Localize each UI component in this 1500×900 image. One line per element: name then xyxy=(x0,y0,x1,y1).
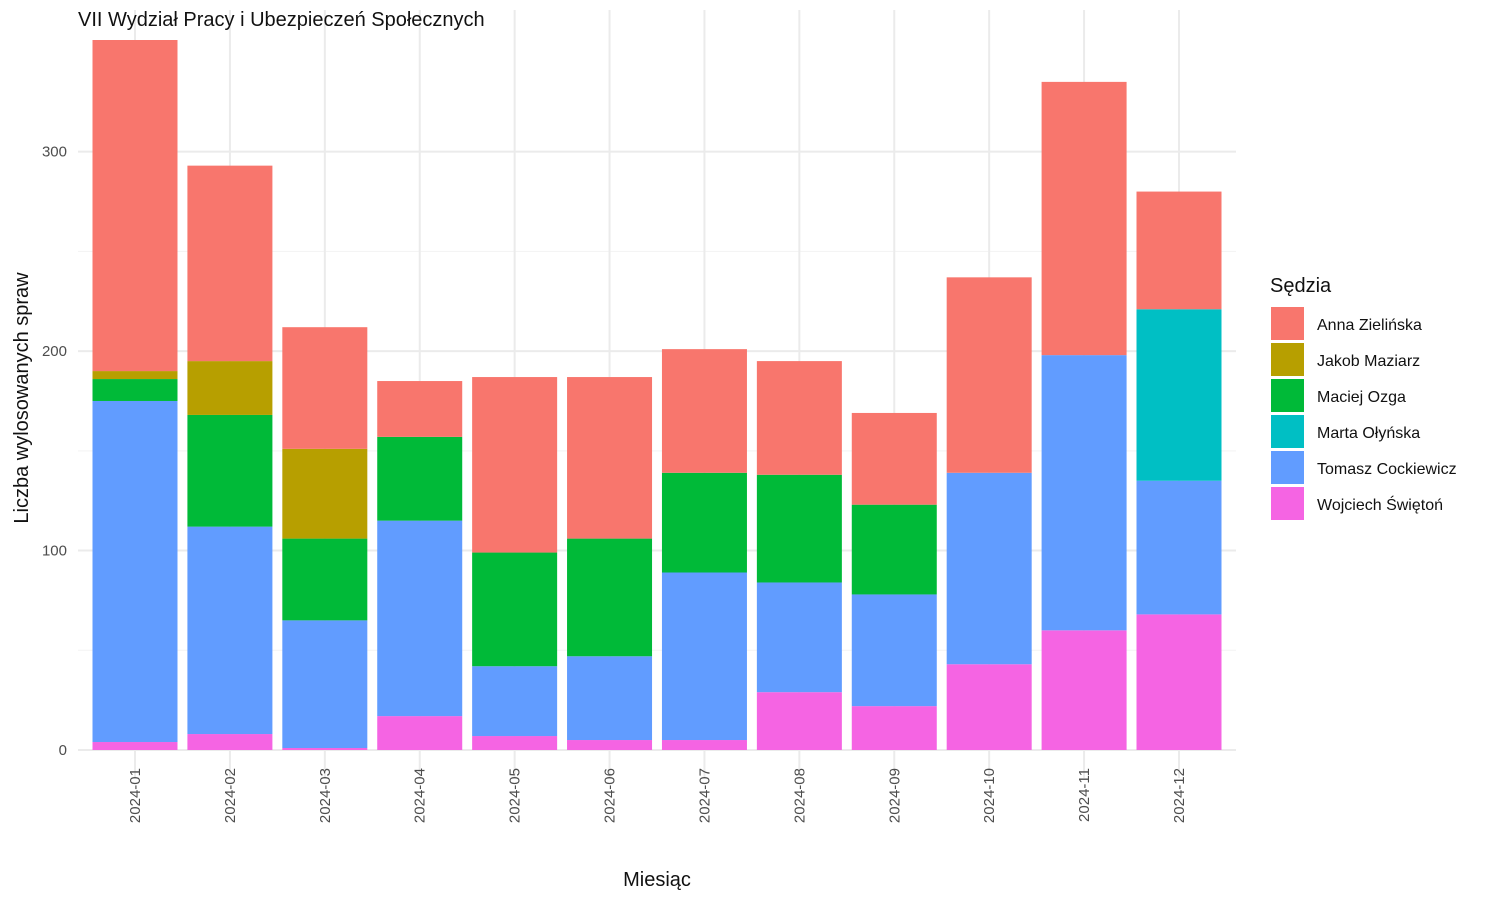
bar-segment xyxy=(851,706,937,750)
bar-segment xyxy=(661,572,747,741)
bars xyxy=(92,40,1222,750)
x-tick-label: 2024-04 xyxy=(412,768,429,823)
chart-title: VII Wydział Pracy i Ubezpieczeń Społeczn… xyxy=(78,9,485,31)
bar-segment xyxy=(1041,81,1127,356)
x-tick-label: 2024-09 xyxy=(886,768,903,823)
x-tick-label: 2024-05 xyxy=(507,768,524,823)
bar-segment xyxy=(377,716,463,750)
x-tick-label: 2024-06 xyxy=(602,768,619,823)
bar-segment xyxy=(1136,309,1222,481)
legend-items: Anna Zielińska Jakob Maziarz Maciej Ozga Ma… xyxy=(1271,307,1457,520)
bar-segment xyxy=(187,361,273,415)
bar-segment xyxy=(851,504,937,595)
bar-segment xyxy=(946,664,1032,750)
bar-segment xyxy=(661,740,747,750)
bar-segment xyxy=(756,361,842,475)
x-tick-label: 2024-03 xyxy=(317,768,334,823)
bar-segment xyxy=(567,656,653,741)
y-tick-label: 300 xyxy=(42,144,67,161)
bar-segment xyxy=(472,736,558,750)
bar-segment xyxy=(92,40,178,372)
legend-swatch xyxy=(1271,307,1304,340)
bar-segment xyxy=(377,436,463,521)
y-tick-label: 200 xyxy=(42,343,67,360)
bar-segment xyxy=(567,740,653,750)
bar-segment xyxy=(187,165,273,362)
bar-segment xyxy=(1041,630,1127,750)
legend-label: Wojciech Świętoń xyxy=(1317,495,1443,514)
bar-segment xyxy=(1041,355,1127,631)
bar-segment xyxy=(92,379,178,401)
bar-segment xyxy=(187,734,273,750)
bar-segment xyxy=(187,526,273,735)
bar-segment xyxy=(946,472,1032,665)
x-tick-label: 2024-10 xyxy=(981,768,998,823)
y-tick-label: 0 xyxy=(59,742,67,759)
bar-segment xyxy=(851,594,937,707)
legend-label: Marta Ołyńska xyxy=(1317,425,1420,442)
bar-segment xyxy=(756,474,842,583)
bar-segment xyxy=(1136,480,1222,615)
y-tick-label: 100 xyxy=(42,543,67,560)
y-axis-ticks: 0 100 200 300 xyxy=(42,144,67,759)
bar-segment xyxy=(282,748,368,750)
x-tick-label: 2024-12 xyxy=(1171,768,1188,823)
bar-segment xyxy=(92,400,178,743)
legend-swatch xyxy=(1271,415,1304,448)
legend-label: Jakob Maziarz xyxy=(1317,353,1420,370)
bar-segment xyxy=(377,520,463,717)
bar-segment xyxy=(851,412,937,505)
bar-segment xyxy=(472,377,558,553)
legend-title: Sędzia xyxy=(1270,275,1332,297)
x-tick-label: 2024-01 xyxy=(127,768,144,823)
bar-segment xyxy=(187,414,273,527)
bar-segment xyxy=(472,552,558,667)
bar-segment xyxy=(661,349,747,473)
bar-segment xyxy=(282,448,368,539)
bar-segment xyxy=(567,538,653,657)
x-tick-label: 2024-02 xyxy=(222,768,239,823)
legend-swatch xyxy=(1271,343,1304,376)
bar-segment xyxy=(1136,614,1222,750)
bar-segment xyxy=(756,582,842,693)
legend-label: Maciej Ozga xyxy=(1317,389,1406,406)
x-axis-title: Miesiąc xyxy=(623,869,691,891)
legend: Sędzia Anna Zielińska Jakob Maziarz Maciej… xyxy=(1270,275,1457,520)
bar-segment xyxy=(282,538,368,621)
y-axis-title: Liczba wylosowanych spraw xyxy=(11,272,33,524)
bar-segment xyxy=(661,472,747,573)
bar-segment xyxy=(377,381,463,437)
bar-segment xyxy=(472,666,558,737)
bar-segment xyxy=(92,371,178,380)
legend-swatch xyxy=(1271,487,1304,520)
x-tick-label: 2024-07 xyxy=(696,768,713,823)
x-tick-label: 2024-08 xyxy=(791,768,808,823)
bar-segment xyxy=(282,620,368,749)
legend-swatch xyxy=(1271,451,1304,484)
legend-swatch xyxy=(1271,379,1304,412)
x-axis-ticks: 2024-01 2024-02 2024-03 2024-04 2024-05 2024-… xyxy=(127,768,1188,823)
bar-segment xyxy=(282,327,368,449)
legend-label: Tomasz Cockiewicz xyxy=(1317,461,1457,478)
x-tick-label: 2024-11 xyxy=(1076,768,1093,822)
bar-segment xyxy=(756,692,842,750)
bar-segment xyxy=(946,277,1032,473)
bar-segment xyxy=(567,377,653,539)
bar-segment xyxy=(92,742,178,750)
legend-label: Anna Zielińska xyxy=(1317,317,1422,334)
bar-segment xyxy=(1136,191,1222,310)
